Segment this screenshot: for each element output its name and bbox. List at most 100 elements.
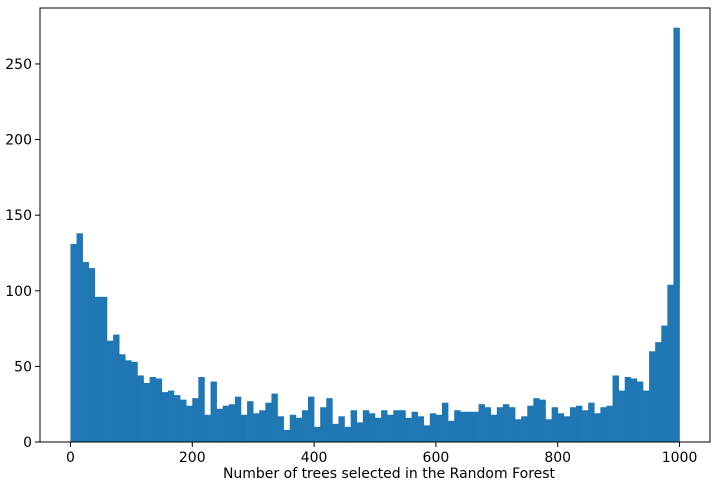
histogram-bar — [289, 414, 297, 442]
histogram-bar — [216, 408, 224, 442]
histogram-bar — [387, 414, 394, 442]
histogram-bar — [265, 402, 272, 442]
histogram-bar — [582, 410, 589, 442]
y-tick-label: 0 — [23, 435, 32, 451]
histogram-bar — [618, 390, 626, 442]
histogram-bar — [405, 417, 412, 442]
histogram-bars — [70, 27, 680, 442]
histogram-bar — [308, 396, 315, 442]
y-tick-label: 200 — [5, 133, 32, 149]
histogram-bar — [234, 396, 242, 442]
histogram-bar — [630, 378, 638, 442]
x-axis-ticks: 0 200 400 600 800 1000 — [66, 442, 697, 466]
histogram-bar — [381, 410, 388, 442]
histogram-bar — [423, 425, 431, 442]
histogram-bar — [545, 419, 552, 442]
histogram-bar — [612, 375, 619, 442]
histogram-bar — [417, 416, 425, 442]
y-axis-ticks: 0 50 100 150 200 250 — [5, 57, 40, 451]
histogram-bar — [320, 407, 327, 442]
histogram-bar — [527, 405, 534, 442]
plot-frame — [39, 7, 711, 443]
histogram-bar — [149, 376, 157, 442]
histogram-bar — [344, 426, 351, 442]
histogram-bar — [515, 419, 522, 442]
x-tick-label: 0 — [66, 450, 75, 466]
histogram-bar — [521, 416, 528, 442]
histogram-bar — [606, 405, 613, 442]
histogram-bar — [576, 405, 583, 442]
y-tick-label: 50 — [14, 359, 32, 375]
histogram-bar — [100, 296, 108, 442]
histogram-bar — [533, 398, 540, 442]
histogram-bar — [253, 413, 260, 442]
histogram-bar — [399, 410, 406, 442]
histogram-bar — [356, 422, 364, 442]
histogram-bar — [283, 429, 291, 442]
histogram-bar — [186, 405, 193, 442]
histogram-bar — [204, 414, 211, 442]
histogram-bar — [594, 413, 601, 442]
histogram-bar — [454, 410, 461, 442]
histogram-bar — [393, 410, 400, 442]
y-tick-label: 100 — [5, 284, 32, 300]
histogram-bar — [569, 407, 577, 442]
histogram-bar — [107, 340, 114, 442]
histogram-bar — [411, 411, 418, 442]
histogram-bar — [222, 405, 230, 442]
histogram-bar — [509, 407, 516, 442]
histogram-bar — [94, 296, 102, 442]
histogram-bar — [539, 399, 546, 442]
histogram-bar — [119, 354, 126, 442]
histogram-bar — [228, 404, 236, 442]
histogram-bar — [448, 420, 455, 442]
histogram-bar — [375, 417, 382, 442]
histogram-bar — [174, 395, 181, 442]
histogram-bar — [655, 342, 662, 442]
histogram-bar — [600, 407, 607, 442]
x-tick-label: 200 — [179, 450, 206, 466]
y-tick-label: 150 — [5, 208, 32, 224]
histogram-bar — [76, 233, 83, 442]
histogram-bar — [478, 404, 485, 442]
histogram-bar — [667, 284, 674, 442]
histogram-bar — [301, 410, 309, 442]
histogram-bar — [624, 376, 632, 442]
histogram-bar — [332, 423, 339, 442]
histogram-bar — [277, 416, 284, 442]
histogram-bar — [70, 243, 77, 442]
histogram-bar — [472, 411, 479, 442]
histogram-bar — [155, 378, 163, 442]
x-tick-label: 600 — [423, 450, 450, 466]
histogram-bar — [247, 401, 254, 442]
histogram-bar — [137, 375, 144, 442]
histogram-bar — [82, 262, 90, 442]
x-tick-label: 1000 — [662, 450, 698, 466]
histogram-bar — [180, 399, 187, 442]
x-axis-label: Number of trees selected in the Random F… — [223, 466, 556, 482]
histogram-bar — [338, 416, 345, 442]
histogram-bar — [241, 414, 248, 442]
histogram-bar — [167, 390, 175, 442]
histogram-bar — [125, 360, 132, 442]
histogram-bar — [643, 390, 650, 442]
histogram-bar — [673, 27, 680, 442]
histogram-bar — [131, 361, 138, 442]
histogram-bar — [362, 410, 370, 442]
histogram-bar — [442, 402, 449, 442]
histogram-bar — [661, 325, 668, 442]
histogram-bar — [557, 413, 565, 442]
histogram-bar — [490, 414, 498, 442]
x-tick-label: 400 — [301, 450, 328, 466]
histogram-bar — [368, 413, 376, 442]
histogram-bar — [88, 268, 96, 442]
histogram-bar — [314, 426, 321, 442]
histogram-bar — [649, 351, 656, 442]
histogram-bar — [198, 376, 205, 442]
histogram-bar — [435, 414, 443, 442]
histogram-bar — [429, 413, 437, 442]
histogram-bar — [350, 410, 358, 442]
histogram-bar — [326, 398, 333, 442]
histogram-bar — [484, 407, 492, 442]
